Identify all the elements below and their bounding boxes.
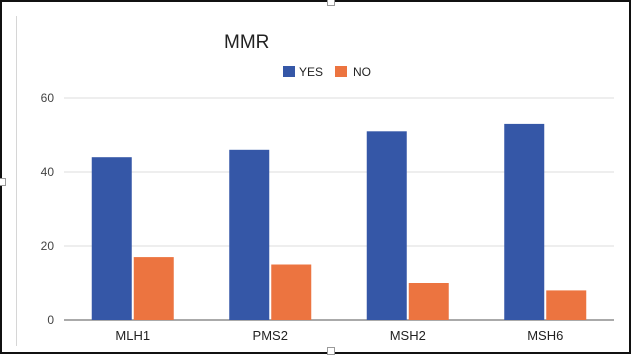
y-tick-label: 40 — [41, 165, 55, 179]
y-tick-label: 20 — [41, 239, 55, 253]
x-tick-label: MLH1 — [115, 328, 150, 343]
x-tick-label: MSH6 — [527, 328, 563, 343]
legend-label-yes: YES — [299, 65, 323, 79]
bar-chart: 0 20 40 60 MLH1 PMS2 MSH2 MSH6 MMR YES NO — [41, 32, 614, 343]
bar-yes-msh2 — [366, 131, 407, 320]
y-tick-label: 0 — [47, 313, 54, 327]
y-axis-ticks: 0 20 40 60 — [41, 91, 55, 327]
bar-no-msh6 — [546, 290, 587, 320]
bar-yes-msh6 — [504, 123, 545, 321]
frame-guide-line — [16, 16, 17, 346]
bar-yes-pms2 — [229, 149, 270, 320]
y-tick-label: 60 — [41, 91, 55, 105]
legend: YES NO — [283, 65, 371, 79]
bar-no-mlh1 — [133, 257, 174, 320]
bar-no-msh2 — [408, 283, 449, 320]
legend-swatch-no — [335, 66, 347, 77]
x-tick-label: MSH2 — [390, 328, 426, 343]
resize-handle-left[interactable] — [0, 178, 6, 186]
bar-yes-mlh1 — [91, 157, 132, 320]
x-tick-label: PMS2 — [253, 328, 288, 343]
chart-title: MMR — [224, 32, 269, 53]
bar-no-pms2 — [271, 264, 312, 320]
legend-swatch-yes — [283, 66, 295, 77]
legend-label-no: NO — [353, 65, 371, 79]
bars — [91, 123, 587, 321]
x-axis-ticks: MLH1 PMS2 MSH2 MSH6 — [115, 328, 563, 343]
resize-handle-top[interactable] — [327, 0, 335, 6]
